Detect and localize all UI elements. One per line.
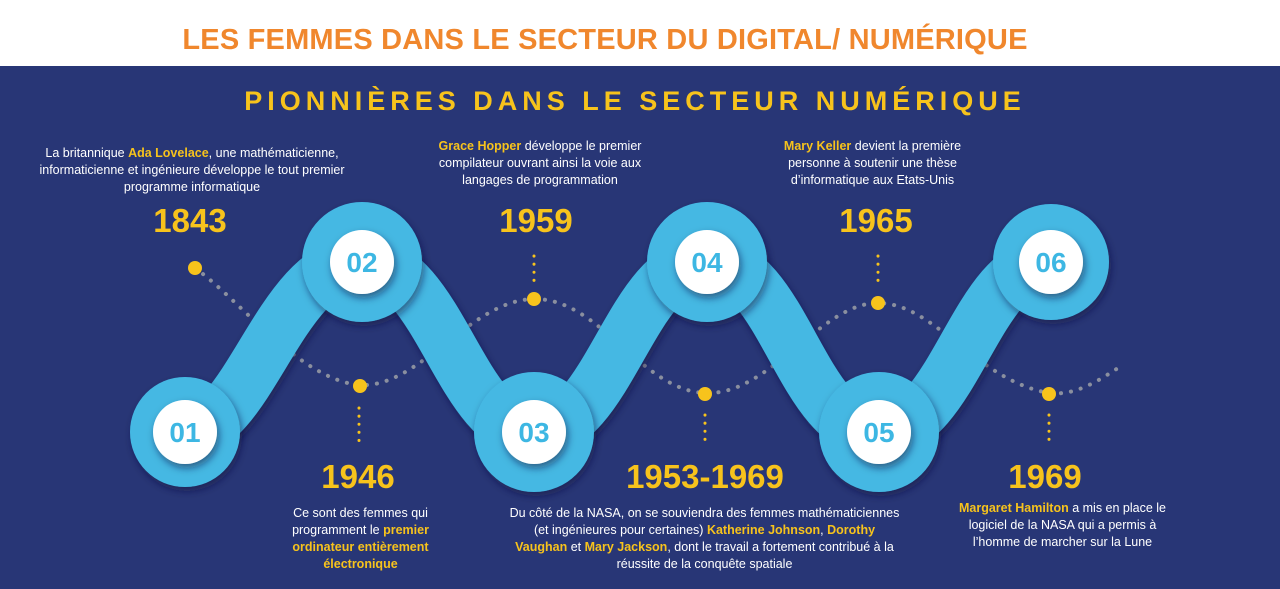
- step-number-04: 04: [691, 247, 723, 278]
- name-dorothy-vaughan: Dorothy Vaughan: [515, 523, 876, 554]
- step-number-03: 03: [518, 417, 549, 448]
- marker-dot-02: [353, 379, 367, 393]
- step-number-02: 02: [346, 247, 377, 278]
- name-katherine-johnson: Katherine Johnson: [706, 523, 821, 537]
- step-circle-05: [847, 400, 911, 464]
- marker-dot-05: [871, 296, 885, 310]
- name-grace-hopper: Grace Hopper: [438, 139, 522, 153]
- subtitle: PIONNIÈRES DANS LE SECTEUR NUMÉRIQUE: [244, 86, 1026, 116]
- step-number-05: 05: [863, 417, 894, 448]
- step-circle-01: [153, 400, 217, 464]
- step-circle-02: [330, 230, 394, 294]
- desc-1843: La britannique Ada Lovelace, une mathéma…: [39, 146, 345, 194]
- marker-dot-04: [698, 387, 712, 401]
- step-circle-04: [675, 230, 739, 294]
- desc-1969: Margaret Hamilton a mis en place le logi…: [958, 501, 1167, 549]
- desc-1959: Grace Hopper développe le premier compil…: [438, 139, 642, 187]
- year-1946: 1946: [321, 458, 395, 495]
- step-number-01: 01: [169, 417, 200, 448]
- name-margaret-hamilton: Margaret Hamilton: [958, 501, 1069, 515]
- desc-1946: Ce sont des femmes qui programment le pr…: [292, 506, 429, 571]
- year-1843: 1843: [153, 202, 227, 239]
- page-title: LES FEMMES DANS LE SECTEUR DU DIGITAL/ N…: [182, 24, 1028, 56]
- year-1969: 1969: [1008, 458, 1082, 495]
- step-number-06: 06: [1035, 247, 1066, 278]
- step-circle-06: [1019, 230, 1083, 294]
- marker-dot-03: [527, 292, 541, 306]
- year-1959: 1959: [499, 202, 573, 239]
- year-1953-1969: 1953-1969: [626, 458, 784, 495]
- desc-1953-1969: Du côté de la NASA, on se souviendra des…: [509, 506, 900, 571]
- highlight-premier-ordinateur: premier ordinateur entièrement électroni…: [292, 523, 429, 571]
- year-1965: 1965: [839, 202, 913, 239]
- marker-dot-01: [188, 261, 202, 275]
- name-ada-lovelace: Ada Lovelace: [128, 146, 209, 160]
- step-circle-03: [502, 400, 566, 464]
- name-mary-jackson: Mary Jackson: [584, 540, 668, 554]
- name-mary-keller: Mary Keller: [783, 139, 852, 153]
- desc-1965: Mary Keller devient la première personne…: [783, 139, 962, 187]
- marker-dot-06: [1042, 387, 1056, 401]
